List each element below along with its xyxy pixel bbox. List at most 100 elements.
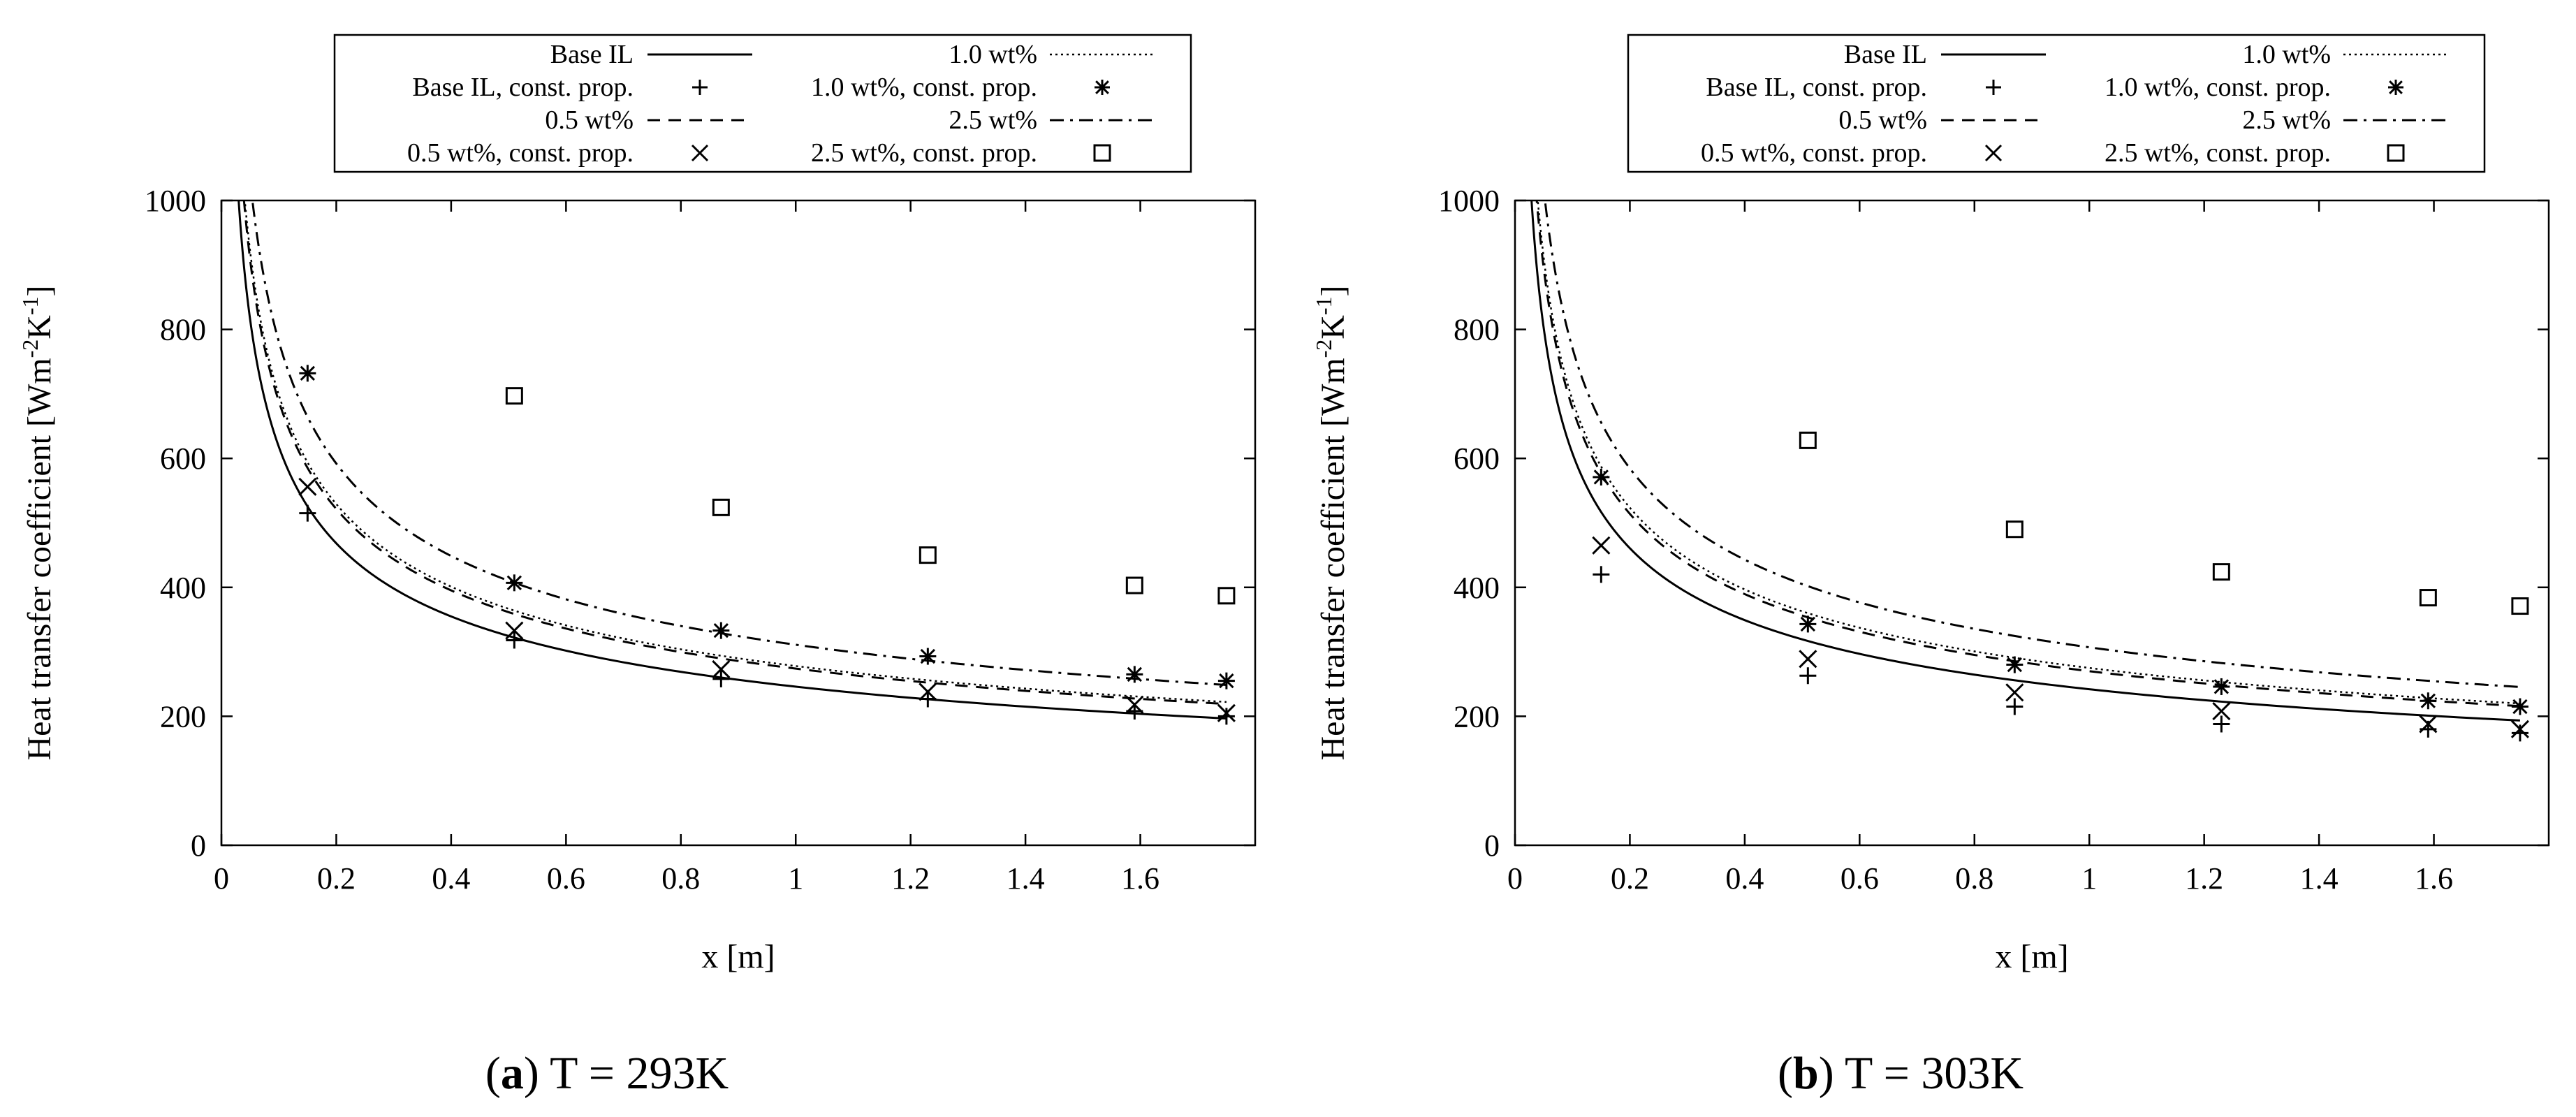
legend-label-base-il-const-prop: Base IL, const. prop. bbox=[412, 73, 634, 102]
x-tick-label: 0.6 bbox=[547, 861, 585, 896]
point-0-5-wt-const-prop-d2 bbox=[298, 477, 317, 496]
series-1-0-wt-line bbox=[1537, 200, 2520, 705]
y-tick-label: 800 bbox=[1454, 313, 1500, 347]
point-1-0-wt-const-prop bbox=[1799, 615, 1817, 633]
x-tick-label: 1.4 bbox=[2300, 861, 2339, 896]
legend-marker-1-0-wt-const-prop bbox=[1095, 80, 1110, 95]
x-tick-label: 1.2 bbox=[2185, 861, 2223, 896]
series-2-5-wt-line bbox=[1544, 200, 2520, 688]
legend-label-2-5-wt: 2.5 wt% bbox=[949, 105, 1037, 135]
legend-marker-1-0-wt-const-prop bbox=[2388, 80, 2403, 95]
panel-caption: (b) T = 303K bbox=[1778, 1048, 2024, 1099]
caption-open-paren: ( bbox=[1778, 1048, 1793, 1099]
point-0-5-wt-const-prop-d2 bbox=[2005, 683, 2024, 702]
legend-marker-0-5-wt-const-prop-d2 bbox=[1984, 144, 2003, 162]
y-tick-label: 600 bbox=[1454, 441, 1500, 476]
point-1-0-wt-const-prop bbox=[2511, 698, 2529, 715]
point-1-0-wt-const-prop-d2 bbox=[1593, 469, 1609, 485]
point-1-0-wt-const-prop-d2 bbox=[1127, 666, 1142, 682]
legend-marker-2-5-wt-const-prop-box bbox=[1093, 144, 1111, 162]
y-tick-label: 1000 bbox=[145, 184, 206, 218]
y-tick-label: 200 bbox=[160, 699, 206, 733]
point-1-0-wt-const-prop-d2 bbox=[713, 622, 729, 638]
caption-letter: b bbox=[1793, 1048, 1819, 1099]
point-1-0-wt-const-prop-d2 bbox=[1800, 616, 1815, 632]
legend-label-base-il-const-prop: Base IL, const. prop. bbox=[1706, 73, 1927, 102]
x-axis-label: x [m] bbox=[1995, 938, 2068, 975]
y-axis-label-part: ] bbox=[1315, 285, 1352, 296]
legend-label-0-5-wt: 0.5 wt% bbox=[1838, 105, 1927, 135]
point-1-0-wt-const-prop-d2 bbox=[2512, 699, 2528, 715]
y-axis-label-part: ] bbox=[21, 285, 58, 296]
series-base-il-line bbox=[1530, 200, 2520, 722]
point-1-0-wt-const-prop-d2 bbox=[1219, 673, 1234, 689]
point-2-5-wt-const-prop bbox=[712, 498, 730, 516]
point-0-5-wt-const-prop-d2 bbox=[1799, 650, 1817, 669]
point-2-5-wt-const-prop bbox=[1217, 587, 1236, 605]
point-2-5-wt-const-prop bbox=[1799, 431, 1817, 449]
point-1-0-wt-const-prop-d2 bbox=[2420, 693, 2436, 708]
point-2-5-wt-const-prop bbox=[919, 546, 937, 564]
series-2-5-wt-line bbox=[251, 200, 1227, 687]
x-tick-label: 0 bbox=[214, 861, 229, 896]
x-tick-label: 0.8 bbox=[1955, 861, 1993, 896]
legend-label-0-5-wt-const-prop: 0.5 wt%, const. prop. bbox=[1701, 138, 1927, 168]
x-tick-label: 0 bbox=[1507, 861, 1523, 896]
point-2-5-wt-const-prop-box bbox=[2005, 520, 2024, 539]
y-axis-label-superscript: -2 bbox=[17, 340, 43, 358]
point-0-5-wt-const-prop-d2 bbox=[505, 621, 524, 640]
point-base-il-const-prop bbox=[2006, 698, 2024, 715]
point-1-0-wt-const-prop bbox=[2213, 678, 2230, 695]
legend-marker-base-il-const-prop bbox=[692, 80, 708, 95]
point-1-0-wt-const-prop-d2 bbox=[2007, 657, 2022, 673]
point-0-5-wt-const-prop bbox=[1799, 650, 1817, 669]
point-0-5-wt-const-prop bbox=[2005, 683, 2024, 702]
x-tick-label: 0.4 bbox=[1725, 861, 1764, 896]
point-0-5-wt-const-prop-d2 bbox=[712, 659, 731, 679]
point-0-5-wt-const-prop bbox=[1592, 536, 1611, 555]
y-tick-label: 200 bbox=[1454, 699, 1500, 733]
x-tick-label: 1.6 bbox=[2415, 861, 2453, 896]
legend-label-2-5-wt-const-prop: 2.5 wt%, const. prop. bbox=[2105, 138, 2331, 168]
legend-marker-1-0-wt-const-prop-d2 bbox=[1095, 80, 1109, 94]
point-1-0-wt-const-prop bbox=[2420, 692, 2437, 710]
point-2-5-wt-const-prop bbox=[2212, 563, 2230, 581]
point-2-5-wt-const-prop-box bbox=[1799, 431, 1817, 449]
point-base-il-const-prop bbox=[1217, 708, 1235, 725]
point-1-0-wt-const-prop bbox=[506, 574, 523, 592]
point-0-5-wt-const-prop bbox=[2419, 715, 2438, 733]
legend-label-2-5-wt-const-prop: 2.5 wt%, const. prop. bbox=[811, 138, 1037, 168]
point-0-5-wt-const-prop-d2 bbox=[1125, 695, 1144, 714]
caption-letter: a bbox=[501, 1048, 524, 1099]
point-2-5-wt-const-prop-box bbox=[1125, 576, 1143, 594]
point-2-5-wt-const-prop-box bbox=[2511, 597, 2529, 615]
x-tick-label: 0.4 bbox=[432, 861, 470, 896]
legend-marker-0-5-wt-const-prop bbox=[691, 144, 709, 162]
legend-marker-2-5-wt-const-prop-box bbox=[2387, 144, 2405, 162]
legend-marker-base-il-const-prop bbox=[1986, 80, 2001, 95]
panel-b-chart: 0 0.2 0.4 0.6 0.8 1 1.2 1.4 1.6 0 200 400 600 800 1000… bbox=[1311, 34, 2550, 1099]
y-tick-label: 1000 bbox=[1438, 184, 1500, 218]
series-1-0-wt-line bbox=[244, 200, 1227, 703]
point-2-5-wt-const-prop-box bbox=[505, 387, 523, 405]
legend-label-base-il: Base IL bbox=[1844, 40, 1927, 69]
y-axis-label-superscript: -1 bbox=[17, 296, 43, 315]
point-0-5-wt-const-prop-d2 bbox=[2510, 720, 2529, 738]
point-1-0-wt-const-prop bbox=[299, 365, 316, 382]
legend-label-1-0-wt: 1.0 wt% bbox=[2242, 40, 2331, 69]
legend-box bbox=[1627, 34, 2486, 173]
point-2-5-wt-const-prop bbox=[2419, 589, 2437, 607]
legend: Base IL 1.0 wt% Base IL, const. prop. 1.0 w… bbox=[1627, 34, 2486, 173]
x-tick-label: 1 bbox=[788, 861, 803, 896]
series-base-il-line bbox=[237, 200, 1227, 720]
legend-marker-0-5-wt-const-prop-d2 bbox=[691, 144, 709, 162]
point-0-5-wt-const-prop bbox=[1125, 695, 1144, 714]
point-0-5-wt-const-prop-d2 bbox=[2212, 701, 2231, 721]
series-0-5-wt-line bbox=[1535, 200, 2520, 708]
caption-text: ) T = 293K bbox=[524, 1048, 729, 1099]
point-0-5-wt-const-prop bbox=[298, 477, 317, 496]
y-tick-label: 0 bbox=[191, 828, 206, 863]
legend-box bbox=[333, 34, 1192, 173]
legend-marker-2-5-wt-const-prop bbox=[2387, 144, 2405, 162]
legend-label-1-0-wt-const-prop: 1.0 wt%, const. prop. bbox=[811, 73, 1037, 102]
